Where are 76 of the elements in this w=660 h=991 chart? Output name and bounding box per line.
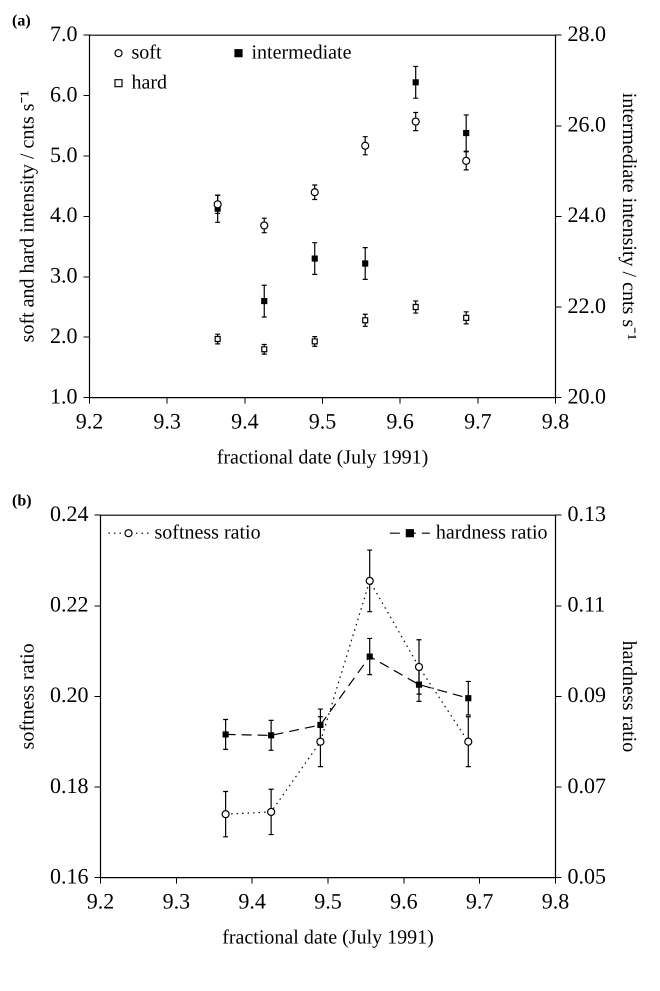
x-tick-label: 9.2 <box>76 408 104 434</box>
y-tick-label: 2.0 <box>50 322 78 348</box>
point <box>366 576 374 585</box>
y2-tick-label: 0.11 <box>568 592 606 617</box>
point <box>416 682 422 688</box>
point <box>268 732 274 738</box>
y-tick-label: 7.0 <box>50 20 78 46</box>
y-axis-title: soft and hard intensity / cnts s⁻¹ <box>16 90 38 342</box>
x-tick-label: 9.4 <box>231 408 259 434</box>
point <box>366 653 373 660</box>
x-tick-label: 9.8 <box>542 888 570 914</box>
y2-tick-label: 20.0 <box>568 383 606 408</box>
point <box>260 221 268 230</box>
x-tick-label: 9.7 <box>466 888 494 914</box>
x-tick-label: 9.6 <box>386 408 414 434</box>
x-tick-label: 9.6 <box>390 888 418 914</box>
point <box>464 738 472 746</box>
legend-label: intermediate <box>252 41 352 64</box>
y-tick-label: 0.20 <box>50 682 88 708</box>
point <box>412 304 419 310</box>
point <box>222 810 230 818</box>
point <box>362 317 368 324</box>
x-tick-label: 9.7 <box>464 408 492 434</box>
y-tick-label: 6.0 <box>50 81 78 106</box>
y-tick-label: 4.0 <box>50 202 78 228</box>
point <box>261 346 268 352</box>
point <box>362 260 368 267</box>
point <box>310 188 319 196</box>
chart-title: (a) <box>12 12 31 30</box>
point <box>214 200 222 208</box>
point <box>412 79 419 86</box>
legend-label: softness ratio <box>154 521 261 544</box>
point <box>316 738 325 746</box>
point <box>261 298 268 304</box>
y2-tick-label: 24.0 <box>568 202 606 228</box>
y-tick-label: 3.0 <box>50 262 78 288</box>
y-tick-label: 5.0 <box>50 142 78 167</box>
legend-label: soft <box>132 41 162 64</box>
chart-title: (b) <box>12 492 32 510</box>
point <box>361 142 370 150</box>
legend-label: hardness ratio <box>436 521 548 544</box>
y2-tick-label: 28.0 <box>568 20 606 46</box>
point <box>412 117 420 126</box>
y2-tick-label: 22.0 <box>568 292 606 318</box>
y2-tick-label: 0.13 <box>568 500 606 526</box>
point <box>463 130 470 136</box>
legend-label: hard <box>132 71 168 94</box>
point <box>465 695 472 702</box>
x-tick-label: 9.2 <box>86 888 114 914</box>
point <box>312 255 318 262</box>
point <box>414 662 424 672</box>
y2-axis-title: hardness ratio <box>618 640 640 752</box>
y-tick-label: 0.18 <box>50 772 88 798</box>
point <box>317 722 324 728</box>
y2-axis-title: intermediate intensity / cnts s⁻¹ <box>618 92 640 340</box>
x-tick-label: 9.3 <box>153 408 181 434</box>
x-tick-label: 9.4 <box>238 888 266 914</box>
x-tick-label: 9.5 <box>308 408 336 434</box>
y2-tick-label: 0.05 <box>568 863 606 888</box>
y-tick-label: 0.22 <box>50 592 88 617</box>
y-tick-label: 1.0 <box>50 383 78 408</box>
y-axis-title: softness ratio <box>16 643 38 750</box>
y-tick-label: 0.24 <box>50 500 88 526</box>
x-axis-title: fractional date (July 1991) <box>216 446 428 468</box>
point <box>267 808 276 816</box>
point <box>222 731 229 738</box>
point <box>463 314 470 321</box>
x-axis-title: fractional date (July 1991) <box>222 926 434 948</box>
y2-tick-label: 0.07 <box>568 772 606 798</box>
point <box>462 156 470 165</box>
y2-tick-label: 0.09 <box>568 682 606 708</box>
x-tick-label: 9.3 <box>162 888 190 914</box>
y-tick-label: 0.16 <box>50 863 88 888</box>
x-tick-label: 9.8 <box>542 408 570 434</box>
x-tick-label: 9.5 <box>314 888 342 914</box>
y2-tick-label: 26.0 <box>568 112 606 137</box>
